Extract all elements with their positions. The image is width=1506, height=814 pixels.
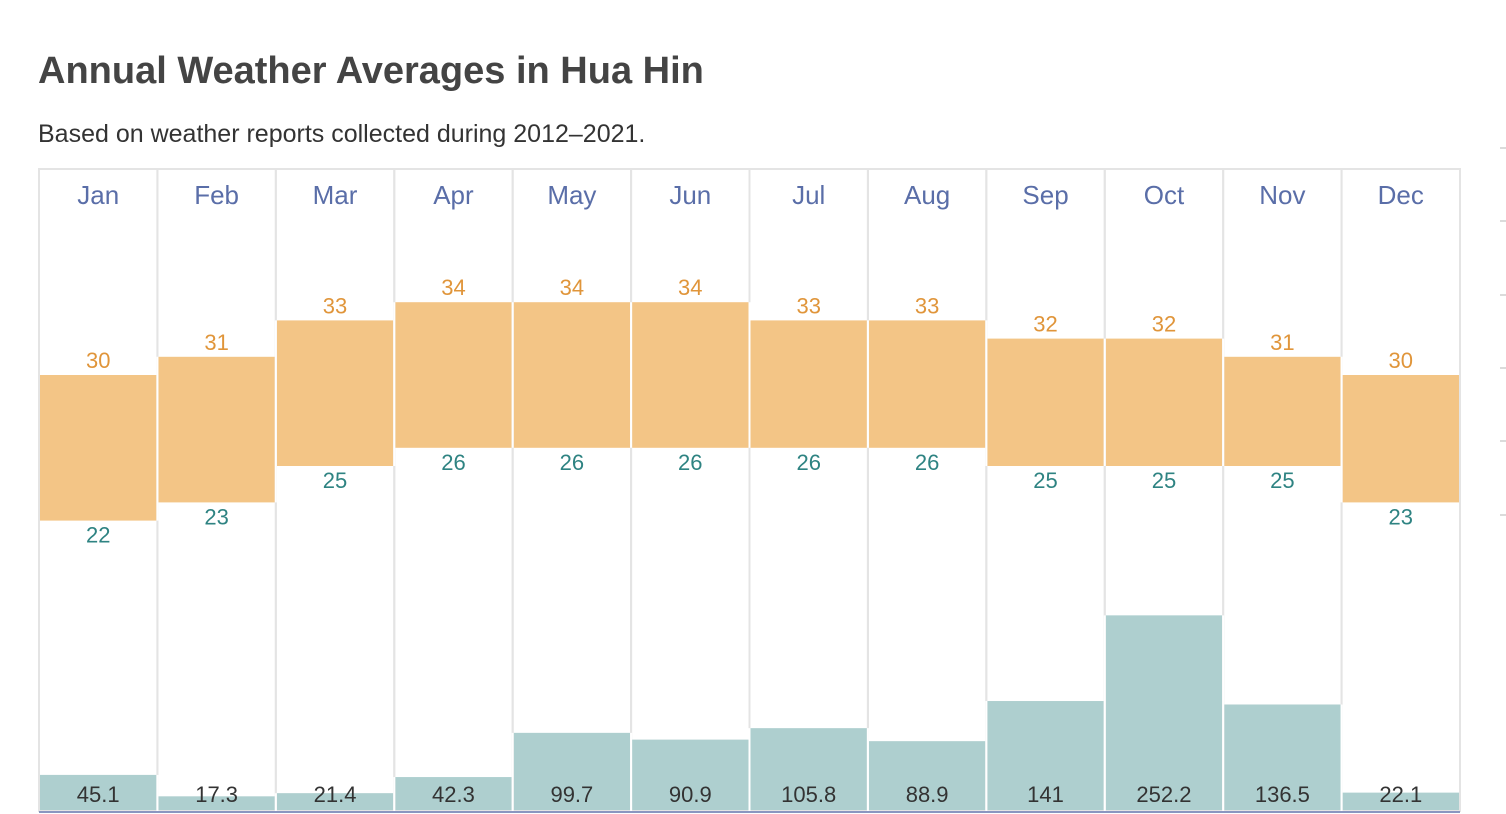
precip-label-jun: 90.9 — [669, 782, 712, 807]
high-temp-label-jul: 33 — [796, 293, 820, 318]
month-label-mar: Mar — [313, 180, 358, 210]
precip-bar-nov — [1223, 704, 1342, 811]
low-temp-label-sep: 25 — [1033, 468, 1057, 493]
temp-range-bar-sep — [986, 338, 1105, 466]
precip-bar-jun — [631, 739, 750, 811]
precip-bar-jan — [39, 774, 158, 811]
temp-range-bar-dec — [1341, 375, 1460, 503]
precip-label-aug: 88.9 — [906, 782, 949, 807]
precip-label-feb: 17.3 — [195, 782, 238, 807]
precip-label-sep: 141 — [1027, 782, 1064, 807]
temp-range-bar-may — [512, 302, 632, 448]
temp-range-bar-jun — [631, 302, 750, 448]
precip-label-jul: 105.8 — [781, 782, 836, 807]
precip-bar-mar — [275, 793, 395, 811]
column-separators — [38, 147, 1506, 813]
month-label-jun: Jun — [669, 180, 711, 210]
precip-bar-may — [512, 732, 632, 811]
low-temp-label-jan: 22 — [86, 523, 110, 548]
precip-label-may: 99.7 — [550, 782, 593, 807]
temp-range-bar-apr — [394, 302, 513, 448]
low-temp-label-jun: 26 — [678, 450, 702, 475]
chart-title: Annual Weather Averages in Hua Hin — [38, 50, 704, 92]
high-temp-label-jun: 34 — [678, 275, 702, 300]
temp-range-bar-jul — [749, 320, 868, 448]
low-temp-label-dec: 23 — [1389, 504, 1413, 529]
low-temp-label-aug: 26 — [915, 450, 939, 475]
temp-range-bar-jan — [39, 375, 158, 521]
precip-bar-apr — [394, 777, 513, 811]
temp-range-bar-aug — [867, 320, 987, 448]
precip-label-oct: 252.2 — [1136, 782, 1191, 807]
month-label-nov: Nov — [1259, 180, 1305, 210]
high-temp-label-apr: 34 — [441, 275, 465, 300]
low-temp-label-may: 26 — [560, 450, 584, 475]
high-temp-label-oct: 32 — [1152, 312, 1176, 337]
high-temp-label-jan: 30 — [86, 348, 110, 373]
precip-bar-aug — [867, 741, 987, 811]
month-column-aug — [866, 168, 988, 812]
high-temp-label-may: 34 — [560, 275, 584, 300]
low-temp-label-feb: 23 — [204, 504, 228, 529]
month-column-jul — [748, 168, 869, 812]
low-temp-label-oct: 25 — [1152, 468, 1176, 493]
precip-label-nov: 136.5 — [1255, 782, 1310, 807]
low-temp-label-mar: 25 — [323, 468, 347, 493]
month-label-aug: Aug — [904, 180, 950, 210]
month-label-sep: Sep — [1022, 180, 1068, 210]
precip-bar-dec — [1341, 792, 1460, 811]
high-temp-label-aug: 33 — [915, 293, 939, 318]
precip-label-dec: 22.1 — [1379, 782, 1422, 807]
high-temp-label-dec: 30 — [1389, 348, 1413, 373]
precipitation-bars — [39, 615, 1460, 811]
precip-bar-feb — [157, 796, 276, 811]
high-temp-label-nov: 31 — [1270, 330, 1294, 355]
month-label-feb: Feb — [194, 180, 239, 210]
temperature-range-bars — [39, 302, 1460, 521]
temp-range-bar-oct — [1104, 338, 1224, 466]
precip-label-mar: 21.4 — [314, 782, 357, 807]
month-column-may — [511, 168, 633, 812]
precip-bar-oct — [1104, 615, 1224, 811]
high-temp-label-mar: 33 — [323, 293, 347, 318]
month-label-may: May — [547, 180, 596, 210]
high-temp-label-sep: 32 — [1033, 312, 1057, 337]
month-label-apr: Apr — [433, 180, 474, 210]
low-temp-label-nov: 25 — [1270, 468, 1294, 493]
low-temp-label-apr: 26 — [441, 450, 465, 475]
chart-labels: Jan 30 22 45.1 Feb 31 23 17.3 Mar 33 25 21.4 Apr 34 26… — [77, 180, 1424, 807]
month-label-jul: Jul — [792, 180, 825, 210]
month-label-dec: Dec — [1378, 180, 1424, 210]
month-label-oct: Oct — [1144, 180, 1185, 210]
precip-label-apr: 42.3 — [432, 782, 475, 807]
high-temp-label-feb: 31 — [204, 330, 228, 355]
precip-label-jan: 45.1 — [77, 782, 120, 807]
temp-range-bar-nov — [1223, 356, 1342, 466]
chart-subtitle: Based on weather reports collected durin… — [38, 120, 646, 148]
temp-range-bar-feb — [157, 356, 276, 503]
low-temp-label-jul: 26 — [796, 450, 820, 475]
precip-bar-jul — [749, 728, 868, 811]
month-column-apr — [393, 168, 514, 812]
month-column-jun — [630, 168, 751, 812]
month-label-jan: Jan — [77, 180, 119, 210]
temp-range-bar-mar — [275, 320, 395, 466]
precip-bar-sep — [986, 701, 1105, 811]
